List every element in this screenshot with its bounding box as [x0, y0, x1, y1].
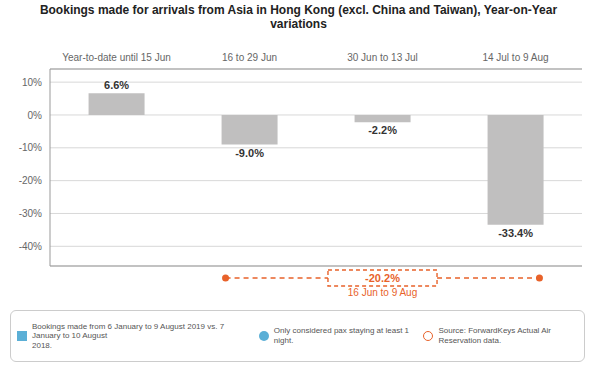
- svg-text:-20.2%: -20.2%: [365, 272, 400, 284]
- html-text:Bookings made for arrivals fro: Bookings made for arrivals from Asia in …: [39, 3, 558, 31]
- svg-text:14 Jul to 9 Aug: 14 Jul to 9 Aug: [482, 52, 548, 63]
- svg-text:-20%: -20%: [19, 175, 42, 186]
- html-text:Only considered pax staying at: Only considered pax staying at least 1 n…: [273, 326, 409, 345]
- svg-text:-10%: -10%: [19, 142, 42, 153]
- svg-text:16 Jun to 9 Aug: 16 Jun to 9 Aug: [348, 287, 418, 298]
- svg-text:16 to 29 Jun: 16 to 29 Jun: [222, 52, 277, 63]
- svg-text:-33.4%: -33.4%: [498, 227, 533, 239]
- svg-text:6.6%: 6.6%: [104, 79, 129, 91]
- html-text:Source: ForwardKeys Actual Air: Source: ForwardKeys Actual Air Reservati…: [438, 326, 551, 345]
- svg-text:30 Jun to 13 Jul: 30 Jun to 13 Jul: [347, 52, 418, 63]
- html-text:Bookings made from 6 January t: Bookings made from 6 January to 9 August…: [32, 321, 225, 350]
- svg-text:0%: 0%: [28, 110, 43, 121]
- svg-text:-40%: -40%: [19, 241, 42, 252]
- svg-text:Year-to-date until 15 Jun: Year-to-date until 15 Jun: [62, 52, 171, 63]
- svg-text:-9.0%: -9.0%: [235, 147, 264, 159]
- svg-text:-30%: -30%: [19, 208, 42, 219]
- svg-text:10%: 10%: [22, 77, 42, 88]
- svg-text:-2.2%: -2.2%: [368, 124, 397, 136]
